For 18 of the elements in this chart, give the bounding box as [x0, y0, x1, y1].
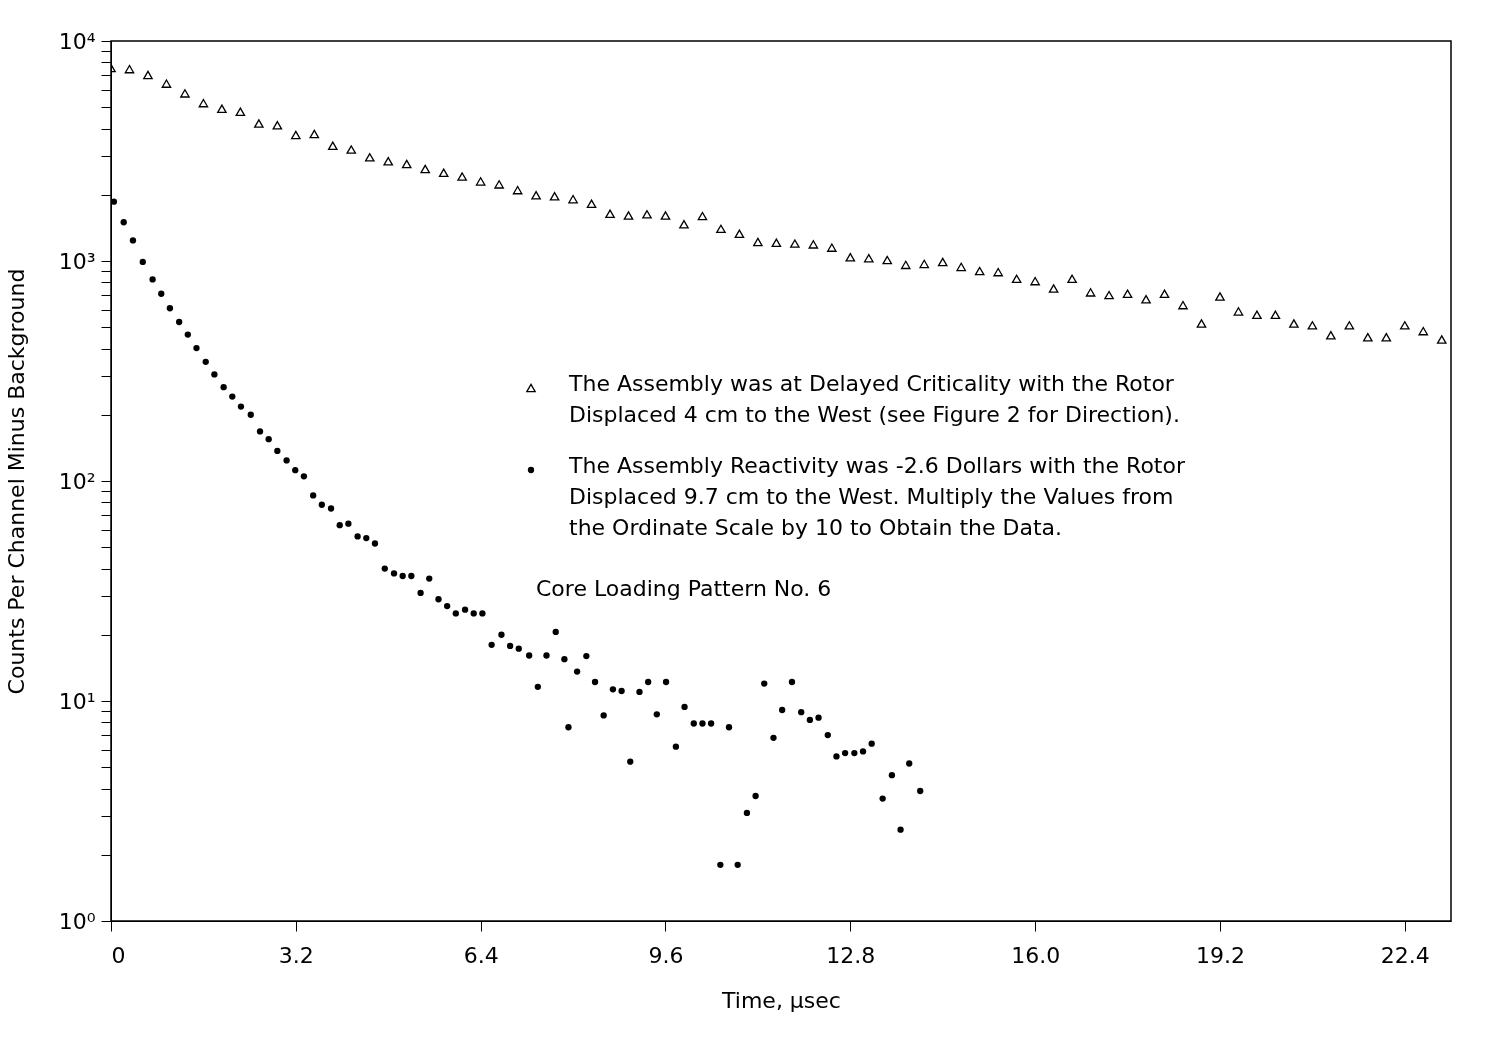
annotation: Core Loading Pattern No. 6 — [536, 576, 832, 601]
legend-label: The Assembly Reactivity was -2.6 Dollars with the Rotor Displaced 9.7 cm to the West. Multiply the Values from the Ordinate Scale by 10 to Obtain the Data. — [568, 453, 1186, 540]
y-tick-label: 10³ — [58, 248, 96, 274]
x-tick-label: 0 — [111, 942, 126, 968]
x-tick-label: 9.6 — [648, 942, 684, 968]
y-tick-label: 10² — [58, 468, 96, 494]
x-tick-label: 12.8 — [826, 942, 876, 968]
x-axis-title: Time, µsec — [721, 987, 841, 1013]
x-tick-label: 16.0 — [1011, 942, 1061, 968]
y-axis-title: Counts Per Channel Minus Background — [3, 268, 29, 695]
x-tick-label: 22.4 — [1380, 942, 1430, 968]
y-tick-label: 10⁴ — [58, 28, 96, 54]
legend-label: The Assembly was at Delayed Criticality with the Rotor Displaced 4 cm to the West (see Figure 2 for Direction). — [568, 371, 1180, 427]
x-tick-label: 19.2 — [1195, 942, 1245, 968]
y-tick-label: 10⁰ — [58, 908, 96, 934]
y-tick-label: 10¹ — [58, 688, 96, 714]
x-tick-label: 3.2 — [278, 942, 314, 968]
x-tick-label: 6.4 — [463, 942, 499, 968]
